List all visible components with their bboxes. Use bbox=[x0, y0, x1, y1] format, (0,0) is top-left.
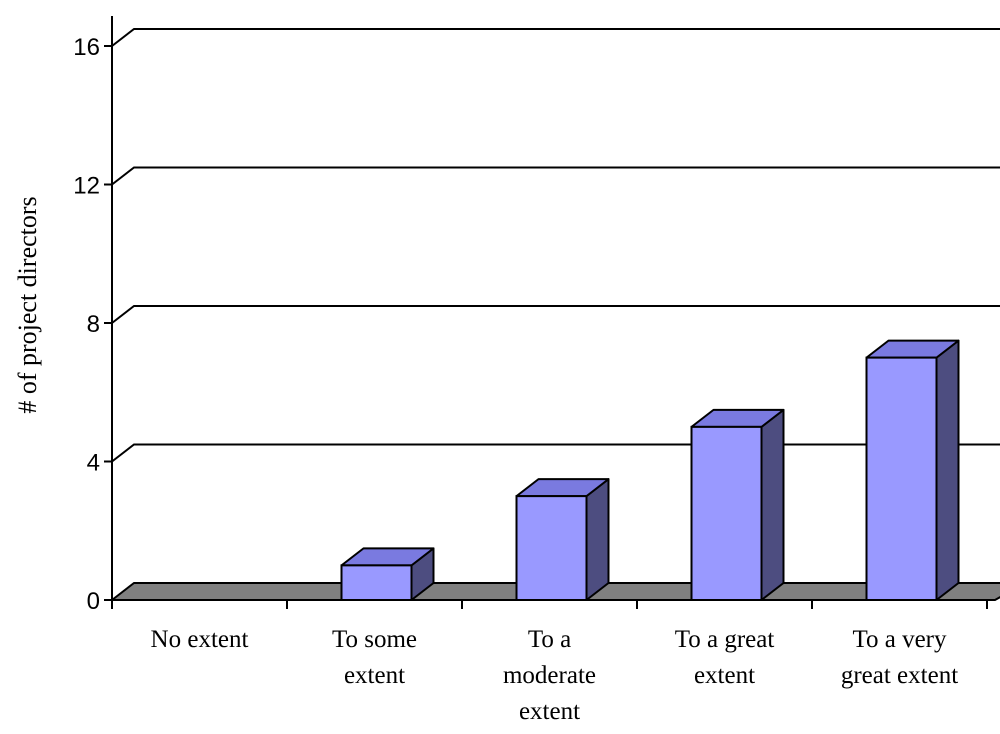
gridline bbox=[111, 28, 1000, 47]
y-tick-label: 4 bbox=[87, 450, 100, 477]
bar-front bbox=[865, 356, 938, 601]
axes: 0 4 8 12 16 bbox=[73, 16, 995, 615]
x-category-label-line: great extent bbox=[841, 662, 958, 689]
x-category-label: No extent bbox=[151, 626, 249, 653]
x-category-label-line: To a great bbox=[675, 626, 775, 653]
x-category-label-line: extent bbox=[519, 698, 580, 725]
y-axis-title: # of project directors bbox=[13, 196, 42, 413]
x-category-label-line: extent bbox=[694, 662, 755, 689]
y-tick-label: 8 bbox=[87, 311, 100, 338]
bar-front bbox=[340, 564, 413, 601]
bar-front bbox=[515, 495, 588, 601]
gridline bbox=[111, 166, 1000, 186]
bar bbox=[690, 408, 785, 601]
x-category-label: To a great extent bbox=[675, 626, 775, 689]
x-category-label: To a very great extent bbox=[841, 626, 958, 689]
gridline bbox=[111, 305, 1000, 324]
x-category-label-line: moderate bbox=[503, 662, 596, 689]
x-category-label-line: To some bbox=[332, 626, 417, 653]
x-category-label-line: To a very bbox=[852, 626, 947, 653]
labels: No extent To some extent To a moderate extent… bbox=[151, 626, 959, 725]
bar-side bbox=[585, 478, 610, 601]
y-tick-label: 0 bbox=[87, 588, 100, 615]
y-tick-label: 16 bbox=[73, 34, 100, 61]
bar-front bbox=[690, 425, 763, 601]
bar-side bbox=[935, 339, 960, 601]
x-category-label: To some extent bbox=[332, 626, 417, 689]
x-category-label-line: No extent bbox=[151, 626, 249, 653]
bar bbox=[515, 478, 610, 601]
x-category-label-line: extent bbox=[344, 662, 405, 689]
x-category-label-line: To a bbox=[528, 626, 571, 653]
bar bbox=[865, 339, 960, 601]
bars bbox=[340, 339, 960, 601]
bar bbox=[340, 547, 435, 601]
y-tick-label: 12 bbox=[73, 173, 100, 200]
x-category-label: To a moderate extent bbox=[503, 626, 596, 725]
bar-side bbox=[760, 408, 785, 601]
